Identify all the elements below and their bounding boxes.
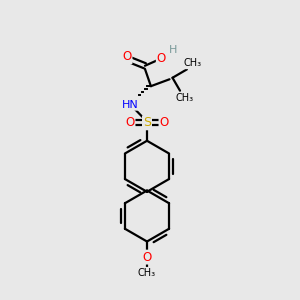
- Text: O: O: [142, 250, 152, 264]
- Text: O: O: [160, 116, 169, 129]
- Text: S: S: [143, 116, 151, 129]
- Text: CH₃: CH₃: [184, 58, 202, 68]
- Text: O: O: [122, 50, 131, 63]
- Text: O: O: [125, 116, 134, 129]
- Text: H: H: [169, 45, 177, 55]
- Text: CH₃: CH₃: [176, 93, 194, 103]
- Text: O: O: [157, 52, 166, 65]
- Text: CH₃: CH₃: [138, 268, 156, 278]
- Text: HN: HN: [122, 100, 139, 110]
